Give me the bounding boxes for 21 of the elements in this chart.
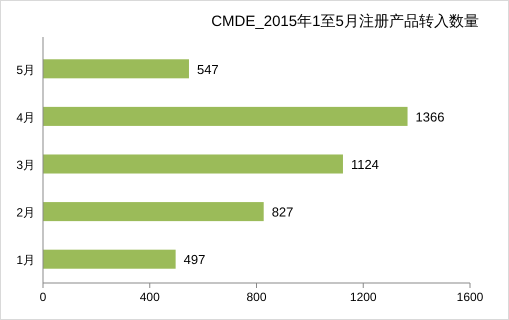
- bar: [43, 202, 264, 222]
- x-tick-label: 0: [40, 290, 47, 304]
- data-label: 1366: [416, 109, 444, 124]
- x-tick-label: 1600: [456, 290, 484, 304]
- x-tick-label: 1200: [350, 290, 377, 304]
- x-tick-label: 400: [140, 290, 160, 304]
- data-label: 497: [184, 252, 206, 268]
- chart-title: CMDE_2015年1至5月注册产品转入数量: [211, 13, 479, 30]
- bar: [43, 154, 343, 174]
- y-tick-label: 5月: [16, 62, 35, 77]
- y-tick-label: 2月: [16, 206, 35, 220]
- y-tick-label: 1月: [16, 253, 35, 268]
- bar: [43, 250, 176, 269]
- data-label: 547: [196, 62, 219, 77]
- data-label: 1124: [350, 157, 379, 172]
- data-label: 827: [272, 204, 294, 220]
- bar: [43, 59, 189, 78]
- y-tick-label: 3月: [16, 158, 35, 172]
- x-tick-label: 800: [246, 290, 267, 304]
- bar: [43, 106, 408, 126]
- y-tick-label: 4月: [16, 110, 35, 124]
